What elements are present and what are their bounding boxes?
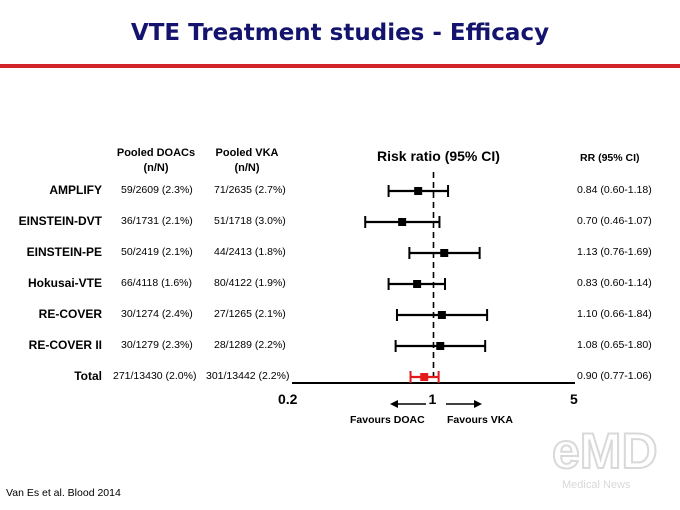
point-estimate bbox=[436, 342, 445, 350]
favours-doac-label: Favours DOAC bbox=[350, 414, 425, 426]
vka-events-cell: 51/1718 (3.0%) bbox=[214, 215, 286, 227]
doac-events-cell: 36/1731 (2.1%) bbox=[121, 215, 193, 227]
doac-events-cell: 30/1279 (2.3%) bbox=[121, 339, 193, 351]
vka-events-cell: 80/4122 (1.9%) bbox=[214, 277, 286, 289]
doac-events-cell: 50/2419 (2.1%) bbox=[121, 246, 193, 258]
page-title: VTE Treatment studies - Efficacy bbox=[130, 20, 550, 46]
source-citation: Van Es et al. Blood 2014 bbox=[6, 487, 121, 499]
x-tick-label: 1 bbox=[428, 391, 437, 407]
doac-events-cell: 59/2609 (2.3%) bbox=[121, 184, 193, 196]
point-estimate bbox=[437, 311, 446, 319]
rr-ci-cell: 1.08 (0.65-1.80) bbox=[577, 339, 652, 351]
study-label: Hokusai-VTE bbox=[27, 276, 102, 290]
vka-column-header: Pooled VKA (n/N) bbox=[204, 146, 290, 176]
vka-events-cell: 28/1289 (2.2%) bbox=[214, 339, 286, 351]
rr-ci-header: RR (95% CI) bbox=[580, 152, 640, 164]
doac-events-cell: 66/4118 (1.6%) bbox=[121, 277, 193, 289]
point-estimate bbox=[414, 187, 423, 195]
point-estimate bbox=[413, 280, 422, 288]
favours-vka-arrowhead bbox=[474, 400, 482, 408]
vka-header-line2: (n/N) bbox=[234, 162, 260, 174]
study-label: EINSTEIN-DVT bbox=[18, 214, 102, 228]
point-estimate bbox=[440, 249, 449, 257]
point-estimate bbox=[398, 218, 407, 226]
rr-ci-cell: 0.84 (0.60-1.18) bbox=[577, 184, 652, 196]
doac-header-line2: (n/N) bbox=[143, 162, 169, 174]
x-tick-label: 0.2 bbox=[278, 391, 298, 407]
rr-ci-cell: 0.83 (0.60-1.14) bbox=[577, 277, 652, 289]
study-label: RE-COVER bbox=[38, 307, 102, 321]
study-label: RE-COVER II bbox=[28, 338, 102, 352]
emd-watermark-logo: eMD Medical News bbox=[551, 422, 659, 491]
doac-column-header: Pooled DOACs (n/N) bbox=[112, 146, 200, 176]
favours-vka-label: Favours VKA bbox=[447, 414, 513, 426]
favours-doac-arrowhead bbox=[390, 400, 398, 408]
title-rule bbox=[0, 64, 680, 68]
study-label: Total bbox=[74, 369, 102, 383]
vka-events-cell: 44/2413 (1.8%) bbox=[214, 246, 286, 258]
risk-ratio-header: Risk ratio (95% CI) bbox=[377, 148, 500, 164]
vka-events-cell: 301/13442 (2.2%) bbox=[206, 370, 290, 382]
vka-header-line1: Pooled VKA bbox=[215, 147, 279, 159]
doac-events-cell: 271/13430 (2.0%) bbox=[113, 370, 197, 382]
vka-events-cell: 71/2635 (2.7%) bbox=[214, 184, 286, 196]
doac-header-line1: Pooled DOACs bbox=[116, 147, 196, 159]
rr-ci-cell: 1.13 (0.76-1.69) bbox=[577, 246, 652, 258]
study-label: AMPLIFY bbox=[49, 183, 102, 197]
vka-events-cell: 27/1265 (2.1%) bbox=[214, 308, 286, 320]
rr-ci-cell: 0.90 (0.77-1.06) bbox=[577, 370, 652, 382]
doac-events-cell: 30/1274 (2.4%) bbox=[121, 308, 193, 320]
rr-ci-cell: 0.70 (0.46-1.07) bbox=[577, 215, 652, 227]
svg-text:Medical News: Medical News bbox=[562, 479, 631, 491]
point-estimate bbox=[420, 373, 429, 381]
svg-text:eMD: eMD bbox=[552, 423, 658, 479]
x-tick-label: 5 bbox=[570, 391, 578, 407]
rr-ci-cell: 1.10 (0.66-1.84) bbox=[577, 308, 652, 320]
study-label: EINSTEIN-PE bbox=[26, 245, 102, 259]
